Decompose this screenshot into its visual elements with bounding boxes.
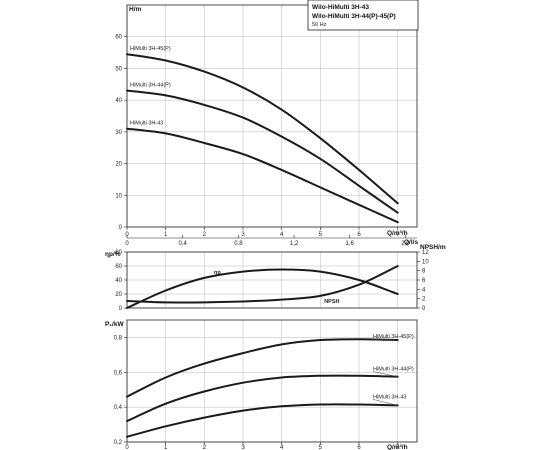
head-x-tick-label: 1 bbox=[164, 232, 168, 238]
power-series-leader bbox=[372, 338, 398, 341]
head-y-tick-label: 30 bbox=[115, 130, 122, 136]
head-y-tick-label: 50 bbox=[115, 66, 122, 72]
head-chart-panel: 0 1 2 3 4 5 6 7 0 10 20 30 40 50 60 0 0,4 0,8 1,2 1,6 2,0Q/l… bbox=[115, 4, 418, 247]
head-plot-frame bbox=[126, 4, 418, 228]
efficiency-curve bbox=[126, 268, 399, 309]
power-chart-panel: 0 1 2 3 4 5 6 7 0,2 0,4 0,6 0,8 P₁/kW Q/m³/h HiMulti 3… bbox=[105, 319, 418, 450]
efficiency-series-label: ηp bbox=[214, 270, 221, 276]
head-x-tick-label: 7 bbox=[396, 232, 400, 238]
head-lps-axis-title: Q/l/s bbox=[404, 239, 418, 246]
power-x-tick-label: 4 bbox=[280, 445, 284, 450]
head-y-tick-label: 10 bbox=[115, 193, 122, 199]
npsh-y-tick-label: 8 bbox=[422, 269, 426, 275]
head-curve-series bbox=[126, 127, 399, 224]
npsh-series-label: NPSH bbox=[324, 299, 339, 305]
power-curve-series bbox=[126, 338, 399, 398]
head-x-tick-label: 2 bbox=[203, 232, 207, 238]
npsh-y-tick-label: 0 bbox=[422, 306, 426, 312]
head-lps-tick-label: 1,2 bbox=[290, 241, 299, 247]
title-box: Wilo-HiMulti 3H-43 Wilo-HiMulti 3H-44(P)… bbox=[307, 0, 419, 31]
head-series-label: HiMulti 3H-44(P) bbox=[130, 83, 171, 89]
head-series-label: HiMulti 3H-43 bbox=[130, 121, 163, 127]
head-x-tick-label: 6 bbox=[357, 232, 361, 238]
title-line-2: Wilo-HiMulti 3H-44(P)-45(P) bbox=[312, 13, 396, 20]
npsh-y-tick-label: 2 bbox=[422, 297, 426, 303]
head-y-tick-label: 40 bbox=[115, 98, 122, 104]
head-lps-tick-label: 0,4 bbox=[179, 241, 188, 247]
power-plot-frame bbox=[126, 319, 418, 443]
power-series-label: HiMulti 3H-45(P) bbox=[373, 334, 414, 340]
title-line-1: Wilo-HiMulti 3H-43 bbox=[312, 4, 369, 11]
head-x-tick-label: 5 bbox=[319, 232, 323, 238]
head-x-tick-label: 0 bbox=[125, 232, 129, 238]
power-y-axis-title: P₁/kW bbox=[105, 321, 124, 328]
power-series-leader bbox=[372, 371, 398, 377]
head-x-tick-label: 4 bbox=[280, 232, 284, 238]
eff-y-tick-label: 60 bbox=[115, 264, 122, 270]
eff-y-tick-label: 20 bbox=[115, 292, 122, 298]
power-y-tick-label: 0,6 bbox=[114, 370, 123, 376]
eff-plot-frame bbox=[126, 251, 418, 309]
eff-y-axis-title: ηp/% bbox=[105, 251, 121, 258]
npsh-y-tick-label: 12 bbox=[422, 250, 429, 256]
head-x-tick-label: 3 bbox=[241, 232, 245, 238]
eff-y-tick-label: 0 bbox=[119, 306, 123, 312]
power-x-tick-label: 1 bbox=[164, 445, 168, 450]
power-series-leader bbox=[372, 399, 398, 406]
npsh-curve bbox=[126, 265, 399, 304]
head-y-tick-label: 20 bbox=[115, 162, 122, 168]
npsh-y-tick-label: 4 bbox=[422, 287, 426, 293]
frequency-label: 50 Hz bbox=[312, 22, 327, 28]
head-y-tick-label: 0 bbox=[119, 225, 123, 231]
power-curve-series bbox=[126, 403, 399, 438]
power-x-axis-title: Q/m³/h bbox=[387, 444, 408, 450]
head-y-axis-title: H/m bbox=[129, 6, 142, 13]
power-x-tick-label: 5 bbox=[319, 445, 323, 450]
power-x-tick-label: 7 bbox=[396, 445, 400, 450]
head-curve-series bbox=[126, 53, 399, 205]
head-y-tick-label: 60 bbox=[115, 35, 122, 41]
head-series-label: HiMulti 3H-45(P) bbox=[130, 46, 171, 52]
eff-y-tick-label: 40 bbox=[115, 278, 122, 284]
head-lps-tick-label: 2,0 bbox=[401, 241, 410, 247]
eff-y-tick-label: 80 bbox=[115, 250, 122, 256]
npsh-y-tick-label: 10 bbox=[422, 259, 429, 265]
npsh-y-axis-title: NPSH/m bbox=[420, 244, 446, 251]
power-x-tick-label: 6 bbox=[357, 445, 361, 450]
power-series-label: HiMulti 3H-43 bbox=[373, 394, 406, 400]
power-y-tick-label: 0,2 bbox=[114, 440, 123, 446]
power-y-tick-label: 0,8 bbox=[114, 335, 123, 341]
head-lps-tick-label: 0,8 bbox=[234, 241, 243, 247]
power-series-label: HiMulti 3H-44(P) bbox=[373, 367, 414, 373]
head-lps-tick-label: 1,6 bbox=[346, 241, 355, 247]
power-x-tick-label: 2 bbox=[203, 445, 207, 450]
power-y-tick-label: 0,4 bbox=[114, 405, 123, 411]
npsh-y-tick-label: 6 bbox=[422, 278, 426, 284]
head-x-axis-title: Q/m³/h bbox=[387, 230, 408, 237]
power-curve-series bbox=[126, 374, 399, 423]
head-lps-tick-label: 0 bbox=[125, 241, 129, 247]
power-x-tick-label: 0 bbox=[125, 445, 129, 450]
head-curve-series bbox=[126, 89, 399, 214]
power-x-tick-label: 3 bbox=[241, 445, 245, 450]
